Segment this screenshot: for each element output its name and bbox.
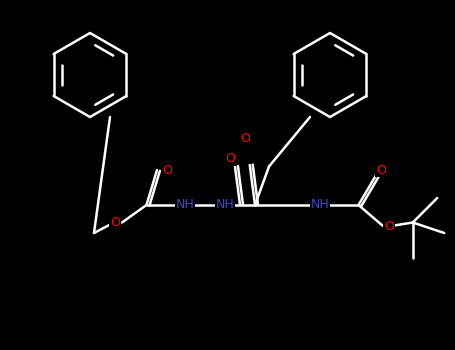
Text: O: O (110, 216, 120, 229)
Text: NH: NH (311, 198, 329, 211)
Text: O: O (162, 163, 172, 176)
Text: O: O (240, 133, 250, 146)
Text: NH: NH (176, 198, 194, 211)
Text: O: O (384, 219, 394, 232)
Text: O: O (225, 152, 235, 165)
Text: O: O (376, 164, 386, 177)
Text: NH: NH (216, 198, 234, 211)
Text: NH: NH (176, 198, 194, 211)
